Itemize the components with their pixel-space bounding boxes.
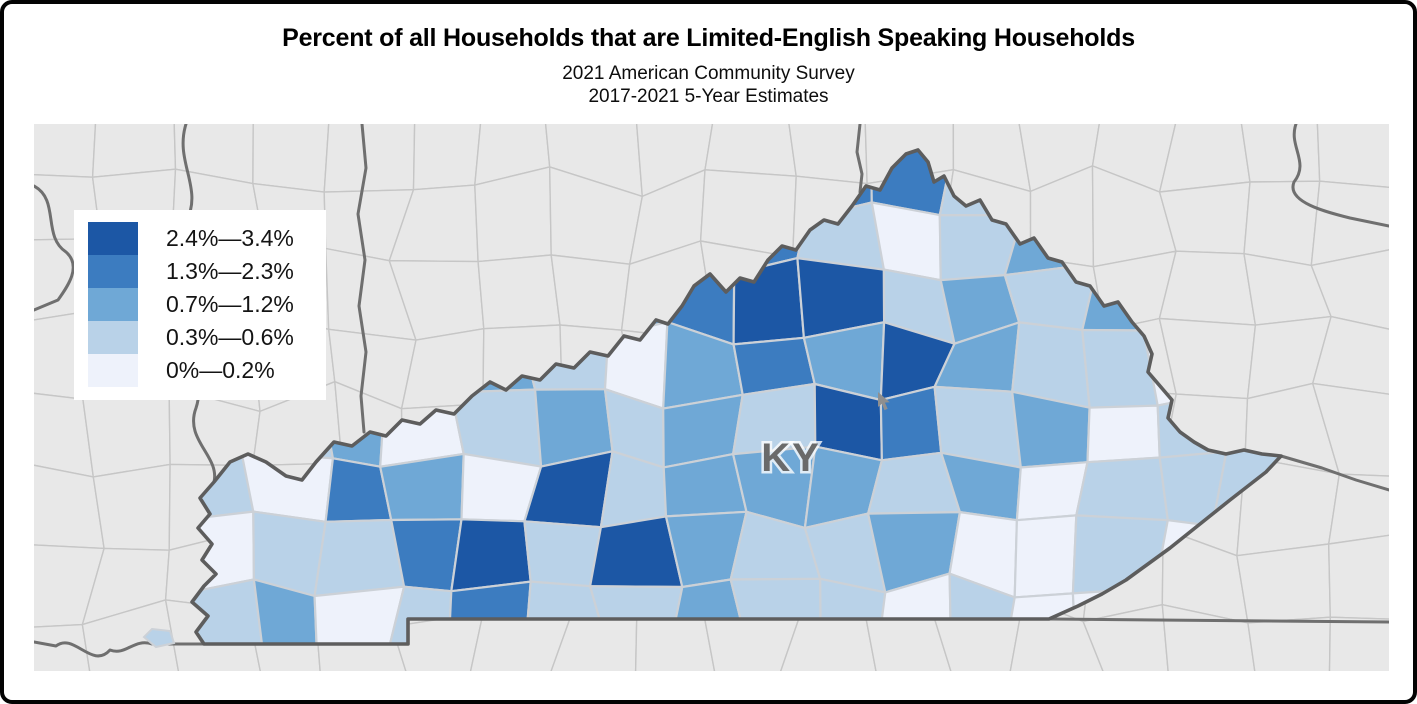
page-title: Percent of all Households that are Limit… [282, 24, 1135, 52]
legend-label: 1.3%—2.3% [166, 258, 294, 284]
legend-label: 0.3%—0.6% [166, 324, 294, 350]
legend-swatch [88, 288, 138, 321]
legend-swatch [88, 222, 138, 255]
legend-swatch [88, 321, 138, 354]
legend-label: 2.4%—3.4% [166, 225, 294, 251]
legend-label: 0%—0.2% [166, 357, 275, 383]
legend: 2.4%—3.4% 1.3%—2.3% 0.7%—1.2% 0.3%—0.6% … [74, 210, 326, 400]
legend-color-ramp [88, 222, 138, 387]
legend-labels: 2.4%—3.4% 1.3%—2.3% 0.7%—1.2% 0.3%—0.6% … [138, 222, 294, 387]
kentucky-river-bend-fragment [142, 627, 176, 649]
mouse-cursor-icon [878, 392, 890, 411]
legend-swatch [88, 255, 138, 288]
legend-swatch [88, 354, 138, 387]
subtitle-survey: 2021 American Community Survey [562, 63, 855, 84]
map-container: KY 2.4%—3.4% 1.3%—2.3% 0.7%—1.2% 0.3%—0.… [34, 124, 1389, 671]
legend-label: 0.7%—1.2% [166, 291, 294, 317]
kentucky-state-outline [190, 148, 1283, 646]
subtitle-estimates: 2017-2021 5-Year Estimates [588, 86, 829, 107]
state-label-ky: KY [761, 436, 821, 480]
